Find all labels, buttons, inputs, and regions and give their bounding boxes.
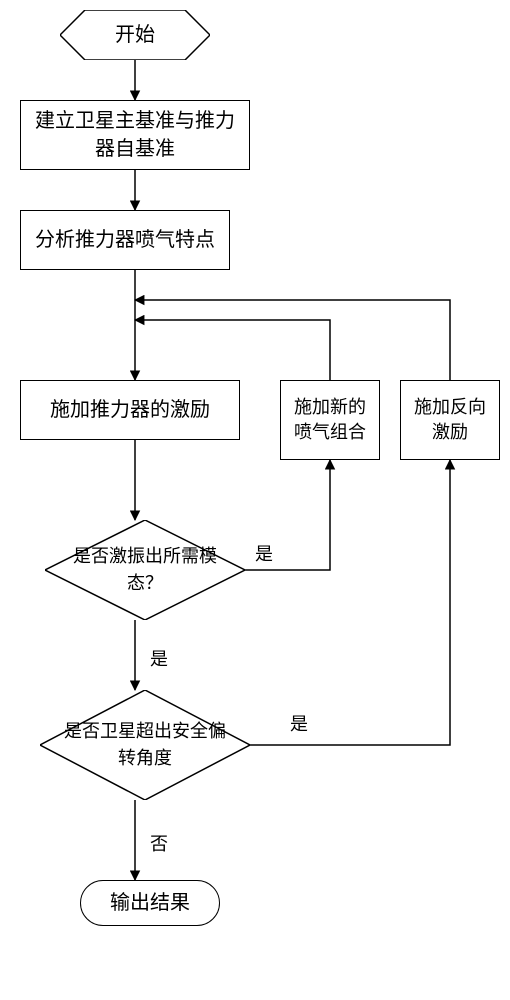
edge-label-d1-yes-down: 是 [150, 645, 168, 671]
edge-label-d1-yes-right: 是 [255, 540, 273, 566]
node-new-jet-combo: 施加新的喷气组合 [280, 380, 380, 460]
n-new-label: 施加新的喷气组合 [289, 395, 371, 445]
n1-label: 建立卫星主基准与推力器自基准 [29, 107, 241, 163]
d1-label: 是否激振出所需模态？ [61, 543, 229, 597]
decision-mode-excited: 是否激振出所需模态？ [45, 520, 245, 620]
node-apply-excitation: 施加推力器的激励 [20, 380, 240, 440]
n-rev-label: 施加反向激励 [409, 395, 491, 445]
edge-label-d2-no: 否 [150, 830, 168, 856]
decision-safe-angle: 是否卫星超出安全偏转角度 [40, 690, 250, 800]
end-node: 输出结果 [80, 880, 220, 926]
n2-label: 分析推力器喷气特点 [35, 226, 215, 254]
start-node: 开始 [60, 10, 210, 60]
node-analyze-jet: 分析推力器喷气特点 [20, 210, 230, 270]
d2-label: 是否卫星超出安全偏转角度 [60, 718, 230, 772]
edge-label-d2-yes: 是 [290, 710, 308, 736]
start-label: 开始 [115, 21, 155, 49]
n3-label: 施加推力器的激励 [50, 396, 210, 424]
node-reverse-excitation: 施加反向激励 [400, 380, 500, 460]
end-label: 输出结果 [110, 889, 190, 917]
node-establish-reference: 建立卫星主基准与推力器自基准 [20, 100, 250, 170]
